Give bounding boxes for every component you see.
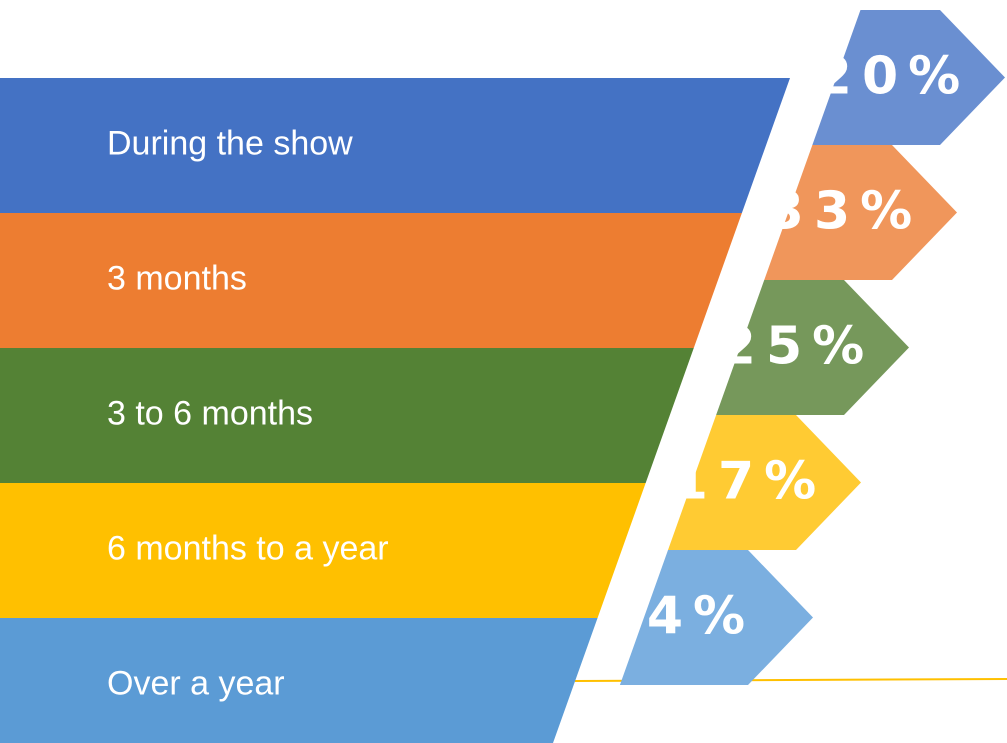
- value-tag: [812, 10, 1005, 145]
- band: [0, 483, 646, 618]
- value-label: 20%: [816, 47, 970, 107]
- category-label: 3 to 6 months: [107, 394, 313, 432]
- value-label: 25%: [720, 317, 874, 377]
- value-label: 33%: [768, 182, 922, 242]
- value-label: 4%: [647, 587, 755, 647]
- band: [0, 78, 790, 213]
- category-label: During the show: [107, 124, 353, 162]
- value-tag: [764, 145, 957, 280]
- category-label: Over a year: [107, 664, 285, 702]
- band: [0, 618, 598, 743]
- value-tag: [716, 280, 909, 415]
- value-label: 17%: [672, 452, 826, 512]
- category-label: 3 months: [107, 259, 247, 297]
- category-label: 6 months to a year: [107, 529, 389, 567]
- value-tag: [619, 550, 813, 685]
- band: [0, 348, 694, 483]
- band: [0, 213, 742, 348]
- value-tag: [668, 415, 861, 550]
